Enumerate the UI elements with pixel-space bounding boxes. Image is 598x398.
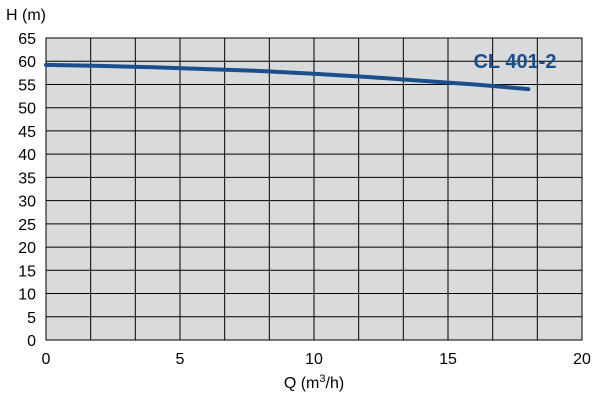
x-axis-title: Q (m3/h): [284, 373, 344, 392]
x-tick-label: 10: [305, 351, 323, 368]
x-axis-title-tail: /h): [326, 375, 345, 392]
plot-frame: [45, 37, 583, 341]
x-axis-title-main: Q (m: [284, 375, 320, 392]
y-tick-label: 30: [18, 194, 36, 211]
y-tick-label: 10: [18, 287, 36, 304]
y-tick-label: 5: [27, 310, 36, 327]
y-tick-label: 0: [27, 333, 36, 350]
grid-lines: [46, 37, 582, 341]
head-flow-curve: [44, 62, 531, 92]
y-tick-label: 35: [18, 170, 36, 187]
y-tick-labels: 0 5 10 15 20 25 30 35 40 45 50 55 60 65: [18, 31, 36, 350]
x-tick-label: 5: [176, 351, 185, 368]
x-tick-labels: 0 5 10 15 20: [42, 351, 591, 368]
y-tick-label: 60: [18, 54, 36, 71]
x-tick-label: 15: [439, 351, 457, 368]
y-tick-label: 45: [18, 124, 36, 141]
y-tick-label: 40: [18, 147, 36, 164]
x-tick-label: 20: [573, 351, 591, 368]
model-label: CL 401-2: [473, 51, 556, 73]
y-tick-label: 65: [18, 31, 36, 48]
y-tick-label: 55: [18, 77, 36, 94]
x-axis-title-superscript: 3: [319, 373, 325, 385]
y-tick-label: 50: [18, 101, 36, 118]
y-tick-label: 20: [18, 240, 36, 257]
y-axis-title: H (m): [6, 7, 46, 24]
y-tick-label: 25: [18, 217, 36, 234]
y-tick-label: 15: [18, 263, 36, 280]
x-tick-label: 0: [42, 351, 51, 368]
